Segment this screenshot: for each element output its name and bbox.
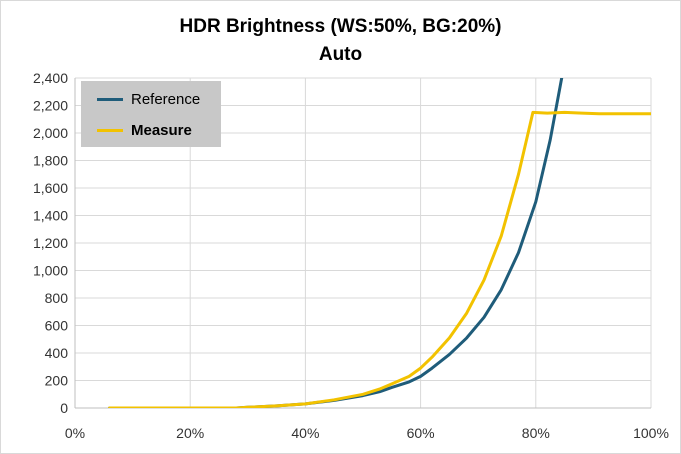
y-tick-label: 200 [45, 373, 69, 389]
y-tick-label: 400 [45, 345, 69, 361]
series-layer [108, 78, 651, 408]
y-tick-label: 1,000 [33, 263, 68, 279]
series-line-measure [108, 110, 651, 408]
x-tick-label: 60% [407, 425, 435, 441]
y-tick-label: 2,400 [33, 70, 68, 86]
x-tick-label: 0% [65, 425, 85, 441]
chart-title: HDR Brightness (WS:50%, BG:20%) [179, 16, 502, 37]
x-tick-label: 20% [176, 425, 204, 441]
y-tick-label: 2,000 [33, 125, 68, 141]
x-tick-label: 80% [522, 425, 550, 441]
legend-label-measure: Measure [131, 121, 192, 139]
legend-swatch-measure [97, 128, 123, 132]
grid-lines [75, 77, 652, 408]
legend-label-reference: Reference [131, 90, 201, 108]
legend-swatch-reference [97, 97, 123, 101]
x-tick-label: 100% [633, 425, 669, 441]
x-tick-label: 40% [291, 425, 319, 441]
y-tick-label: 1,400 [33, 208, 68, 224]
y-tick-label: 1,200 [33, 235, 68, 251]
y-tick-label: 1,800 [33, 153, 68, 169]
y-tick-label: 600 [45, 318, 69, 334]
y-tick-label: 0 [60, 400, 68, 416]
legend-item-reference: Reference [97, 89, 200, 109]
chart-subtitle: Auto [318, 44, 363, 65]
tick-labels: 0 200 400 600 800 1,000 1,200 1,400 1,600 1,800 2,… [33, 70, 669, 441]
y-tick-label: 800 [45, 290, 69, 306]
legend: Reference Measure [81, 81, 221, 147]
legend-item-measure: Measure [97, 120, 192, 140]
y-tick-label: 2,200 [33, 98, 68, 114]
y-tick-label: 1,600 [33, 180, 68, 196]
